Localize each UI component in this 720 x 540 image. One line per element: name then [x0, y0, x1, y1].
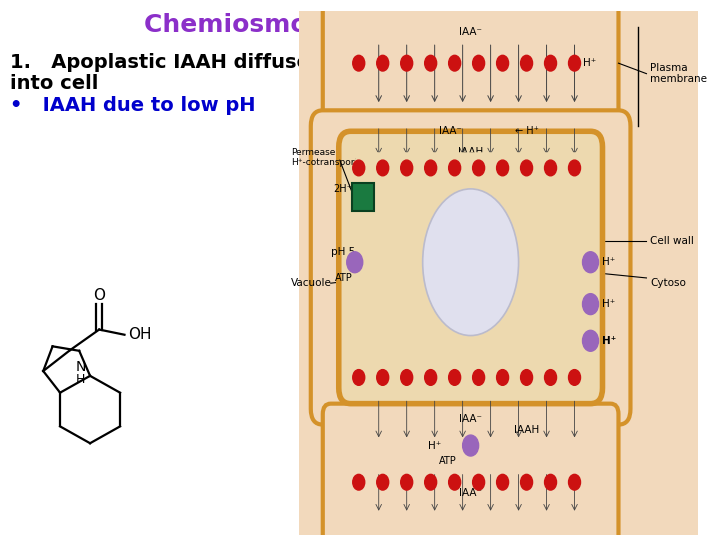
Text: H⁺: H⁺ — [428, 441, 441, 450]
Circle shape — [472, 160, 485, 176]
Circle shape — [377, 160, 389, 176]
FancyBboxPatch shape — [355, 152, 587, 383]
Circle shape — [401, 474, 413, 490]
Text: 1.   Apoplastic IAAH diffuses: 1. Apoplastic IAAH diffuses — [10, 53, 321, 72]
Text: IAAH: IAAH — [458, 189, 483, 199]
Ellipse shape — [423, 189, 518, 335]
Text: into cell: into cell — [10, 74, 99, 93]
Circle shape — [582, 330, 598, 351]
Circle shape — [497, 55, 508, 71]
Circle shape — [569, 474, 580, 490]
Text: H: H — [76, 373, 85, 386]
Circle shape — [521, 474, 533, 490]
Text: pH 5: pH 5 — [330, 247, 355, 256]
FancyBboxPatch shape — [311, 110, 631, 424]
Circle shape — [497, 160, 508, 176]
Circle shape — [521, 55, 533, 71]
Circle shape — [472, 369, 485, 386]
Circle shape — [544, 160, 557, 176]
Text: Direction
of auxin
transport: Direction of auxin transport — [305, 240, 360, 283]
FancyBboxPatch shape — [352, 183, 374, 211]
Text: ← H⁺: ← H⁺ — [515, 126, 539, 136]
Text: H⁺: H⁺ — [603, 336, 617, 346]
Text: Vacuole: Vacuole — [291, 278, 332, 288]
Circle shape — [347, 252, 363, 273]
Text: IAAH: IAAH — [514, 425, 539, 435]
Circle shape — [353, 160, 365, 176]
Circle shape — [425, 160, 436, 176]
Text: ATP: ATP — [562, 320, 580, 330]
Text: ATP: ATP — [562, 237, 580, 246]
Circle shape — [463, 435, 479, 456]
Text: OH: OH — [128, 327, 152, 342]
Text: Plasma
membrane: Plasma membrane — [650, 63, 708, 84]
Text: IAA⁻: IAA⁻ — [439, 126, 462, 136]
Circle shape — [353, 474, 365, 490]
Circle shape — [401, 369, 413, 386]
Text: ATP: ATP — [438, 456, 456, 466]
Circle shape — [377, 55, 389, 71]
Text: Permease
H⁺-cotransport: Permease H⁺-cotransport — [291, 148, 358, 167]
Circle shape — [472, 55, 485, 71]
FancyBboxPatch shape — [323, 403, 618, 540]
Circle shape — [544, 369, 557, 386]
Text: IAA⁻: IAA⁻ — [459, 357, 482, 367]
Circle shape — [449, 369, 461, 386]
Circle shape — [377, 474, 389, 490]
Text: IAA⁻: IAA⁻ — [459, 26, 482, 37]
Text: Chemiosmotic Auxin Transport: Chemiosmotic Auxin Transport — [144, 13, 576, 37]
FancyBboxPatch shape — [323, 0, 618, 126]
Text: Cytoso: Cytoso — [650, 278, 686, 288]
Circle shape — [521, 160, 533, 176]
Text: 2H⁺: 2H⁺ — [333, 184, 352, 194]
Text: ATP: ATP — [335, 273, 353, 283]
Text: pH 7: pH 7 — [458, 268, 484, 278]
Text: H⁺: H⁺ — [603, 257, 616, 267]
Circle shape — [544, 474, 557, 490]
Circle shape — [544, 55, 557, 71]
Circle shape — [472, 474, 485, 490]
Circle shape — [401, 160, 413, 176]
FancyBboxPatch shape — [339, 131, 603, 403]
Circle shape — [569, 55, 580, 71]
Circle shape — [425, 55, 436, 71]
Circle shape — [521, 369, 533, 386]
Text: IAAH: IAAH — [458, 147, 483, 157]
Circle shape — [582, 294, 598, 315]
Circle shape — [425, 369, 436, 386]
Text: IAA⁻: IAA⁻ — [459, 231, 482, 241]
Text: N: N — [76, 360, 86, 374]
Circle shape — [497, 369, 508, 386]
Text: ATP: ATP — [562, 284, 580, 293]
Text: Cell wall: Cell wall — [650, 237, 694, 246]
Circle shape — [353, 369, 365, 386]
Circle shape — [569, 160, 580, 176]
Text: H⁺: H⁺ — [582, 58, 595, 68]
Circle shape — [377, 369, 389, 386]
Circle shape — [425, 474, 436, 490]
Text: H⁺: H⁺ — [603, 299, 616, 309]
Circle shape — [497, 474, 508, 490]
Circle shape — [401, 55, 413, 71]
Circle shape — [582, 252, 598, 273]
Circle shape — [353, 55, 365, 71]
Circle shape — [449, 474, 461, 490]
Text: IAA⁻: IAA⁻ — [459, 488, 482, 498]
Text: IAA⁻: IAA⁻ — [459, 414, 482, 424]
Circle shape — [569, 369, 580, 386]
Text: O: O — [93, 288, 105, 303]
Circle shape — [449, 160, 461, 176]
Circle shape — [449, 55, 461, 71]
Text: •   IAAH due to low pH: • IAAH due to low pH — [10, 96, 256, 115]
